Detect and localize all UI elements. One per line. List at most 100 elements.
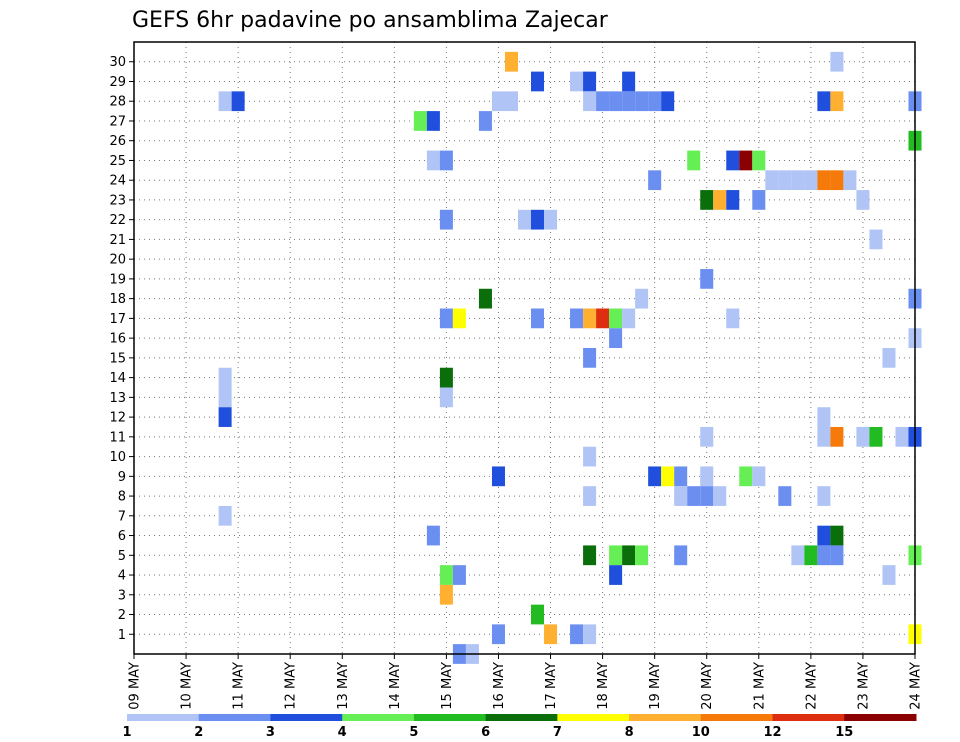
precip-cell <box>791 545 805 566</box>
y-tick-label: 12 <box>109 411 126 426</box>
precip-cell <box>674 486 688 506</box>
precip-cell <box>609 91 623 112</box>
precip-cell <box>231 91 245 112</box>
precip-cell <box>674 545 688 566</box>
precip-cell <box>491 624 505 645</box>
precip-cell <box>648 91 662 112</box>
precip-cell <box>791 170 805 191</box>
x-tick-label: 19 MAY <box>648 662 663 710</box>
precip-cell <box>687 486 701 506</box>
precip-cell <box>491 91 505 112</box>
precip-cell <box>439 150 453 171</box>
y-tick-label: 20 <box>109 253 126 268</box>
colorbar-label: 10 <box>692 725 710 740</box>
y-tick-label: 3 <box>118 588 126 603</box>
precip-cell <box>583 71 597 92</box>
y-tick-label: 25 <box>109 154 126 169</box>
precip-cell <box>700 486 714 506</box>
y-axis-ticks: 1234567891011121314151617181920212223242… <box>109 55 134 643</box>
precip-cell <box>517 209 532 230</box>
precip-cell <box>778 486 792 506</box>
y-tick-label: 26 <box>109 134 126 149</box>
y-tick-label: 1 <box>118 628 126 643</box>
precip-cell <box>570 71 584 92</box>
colorbar-segment <box>270 714 343 721</box>
x-axis-ticks: 09 MAY 10 MAY 11 MAY 12 MAY 13 MAY 14 MAY 15 M… <box>128 654 924 710</box>
precip-cell <box>635 545 649 566</box>
precip-cell <box>830 170 844 191</box>
precip-cell <box>596 91 610 112</box>
colorbar-segment <box>485 714 558 721</box>
chart-title: GEFS 6hr padavine po ansamblima Zajecar <box>132 8 609 33</box>
colorbar-label: 2 <box>194 725 203 740</box>
y-tick-label: 17 <box>109 312 126 327</box>
precip-cell <box>830 51 844 72</box>
y-tick-label: 28 <box>109 95 126 110</box>
precip-cell <box>739 466 753 487</box>
precip-cell <box>661 91 675 112</box>
precip-cell <box>439 209 453 230</box>
precip-cell <box>426 150 440 171</box>
colorbar-segment <box>629 714 702 721</box>
precip-cell <box>504 51 518 72</box>
precip-cell <box>439 308 453 329</box>
x-tick-label: 21 MAY <box>752 662 767 710</box>
precip-cell <box>439 584 453 605</box>
y-tick-label: 23 <box>109 193 126 208</box>
precip-cell <box>817 525 831 546</box>
precip-cell <box>570 308 584 329</box>
precip-cell <box>426 525 440 546</box>
precip-cell <box>218 367 232 388</box>
precip-cells <box>218 51 922 664</box>
y-tick-label: 9 <box>118 470 126 485</box>
precip-cell <box>882 565 896 585</box>
precip-cell <box>426 111 440 131</box>
precip-cell <box>583 486 597 506</box>
precip-cell <box>609 545 623 566</box>
colorbar-segment <box>700 714 774 721</box>
y-tick-label: 18 <box>109 292 126 307</box>
precip-cell <box>817 486 831 506</box>
precip-cell <box>726 190 740 210</box>
precip-cell <box>531 71 545 92</box>
x-tick-label: 15 MAY <box>440 662 455 710</box>
precip-cell <box>817 91 831 112</box>
x-tick-label: 11 MAY <box>232 662 247 710</box>
precip-cell <box>674 466 688 487</box>
precip-cell <box>544 624 558 645</box>
y-tick-label: 19 <box>109 272 126 287</box>
colorbar-label: 5 <box>409 725 418 740</box>
precip-cell <box>596 308 610 329</box>
precip-cell <box>817 170 831 191</box>
colorbar-label: 3 <box>266 725 275 740</box>
y-tick-label: 22 <box>109 213 126 228</box>
x-tick-label: 10 MAY <box>180 662 195 710</box>
precip-cell <box>609 565 623 585</box>
precip-cell <box>531 209 545 230</box>
precip-cell <box>895 426 909 447</box>
y-tick-label: 8 <box>118 490 126 505</box>
x-tick-label: 12 MAY <box>284 662 299 710</box>
colorbar-segment <box>557 714 630 721</box>
y-tick-label: 5 <box>118 549 126 564</box>
y-tick-label: 29 <box>109 75 126 90</box>
colorbar-label: 1 <box>122 725 131 740</box>
precip-cell <box>439 565 453 585</box>
precip-cell <box>687 150 701 171</box>
colorbar: 1 2 3 4 5 6 7 8 10 12 15 <box>122 714 917 740</box>
precip-cell <box>726 308 740 329</box>
y-tick-label: 7 <box>118 509 126 524</box>
precip-cell <box>856 426 870 447</box>
precip-cell <box>622 545 636 566</box>
x-tick-label: 16 MAY <box>492 662 507 710</box>
grid-lines <box>134 42 915 654</box>
precip-cell <box>491 466 505 487</box>
colorbar-label: 8 <box>625 725 634 740</box>
precip-cell <box>648 170 662 191</box>
precip-cell <box>752 150 766 171</box>
precip-cell <box>869 426 883 447</box>
x-tick-label: 20 MAY <box>700 662 715 710</box>
colorbar-segment <box>413 714 487 721</box>
precip-cell <box>504 91 518 112</box>
